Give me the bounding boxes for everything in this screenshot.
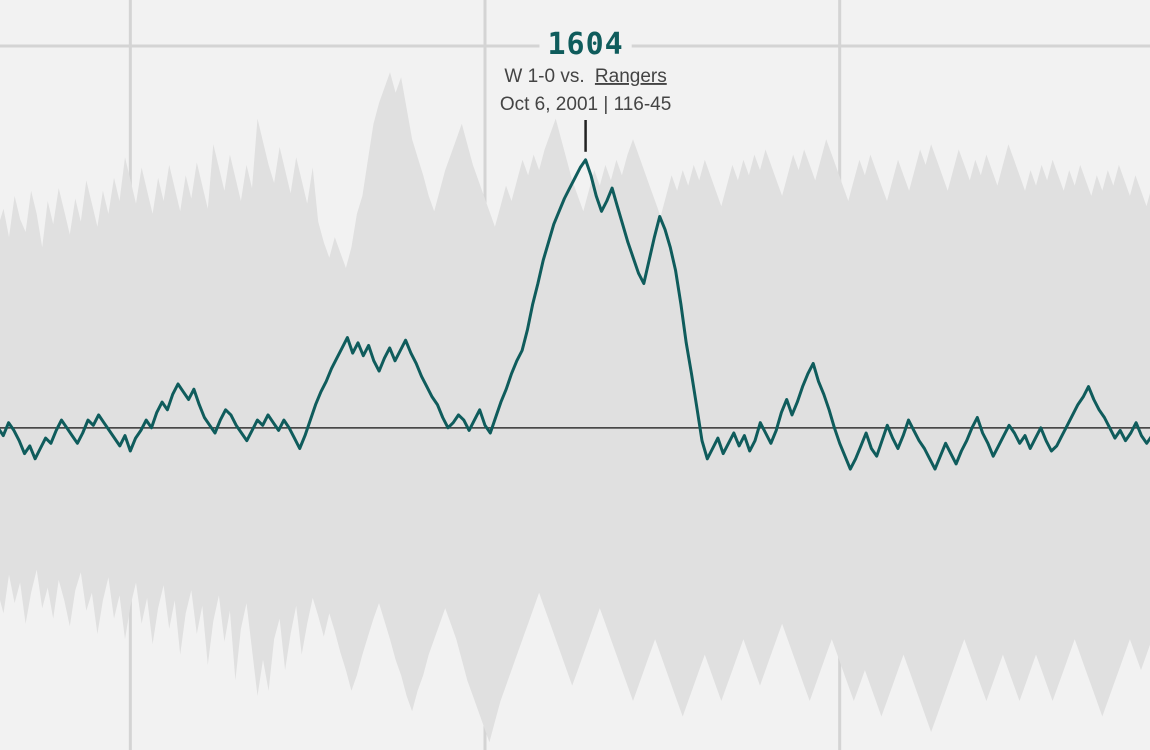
peak-rating-value: 1604 — [547, 27, 623, 62]
peak-date-record: Oct 6, 2001 | 116-45 — [500, 94, 671, 115]
peak-value-background — [539, 27, 632, 62]
elo-line-group[interactable] — [0, 158, 1150, 471]
elo-range-band — [0, 72, 1150, 743]
peak-result-text: W 1-0 vs. — [504, 66, 584, 87]
elo-rating-line[interactable] — [0, 158, 1150, 471]
peak-game-result: W 1-0 vs. Rangers — [504, 66, 666, 87]
peak-annotation[interactable]: 1604 W 1-0 vs. Rangers Oct 6, 2001 | 116… — [500, 27, 671, 115]
peak-opponent-link[interactable]: Rangers — [595, 66, 667, 87]
